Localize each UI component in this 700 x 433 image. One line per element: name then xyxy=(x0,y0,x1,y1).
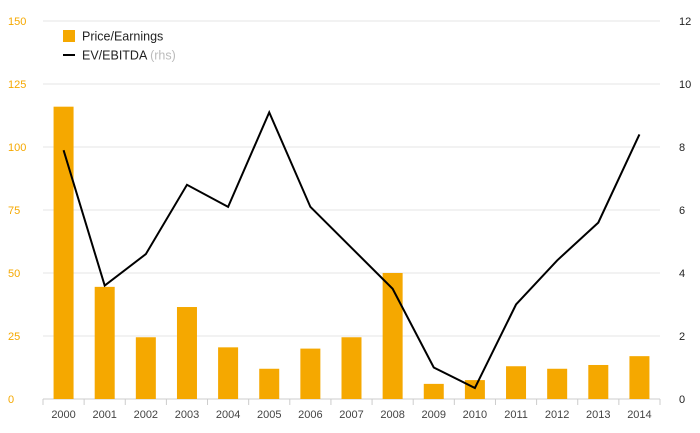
legend-label-ev-ebitda: EV/EBITDA (rhs) xyxy=(82,49,176,63)
x-tick-label: 2005 xyxy=(257,409,281,421)
bar-price-earnings-2013 xyxy=(588,364,609,399)
bar-price-earnings-2000 xyxy=(53,106,74,400)
left-tick-label: 125 xyxy=(8,79,26,91)
legend: Price/Earnings EV/EBITDA (rhs) xyxy=(63,30,176,63)
right-tick-label: 10 xyxy=(679,79,691,91)
bar-price-earnings-2007 xyxy=(341,337,362,399)
x-tick-label: 2004 xyxy=(216,409,240,421)
left-tick-label: 100 xyxy=(8,142,26,154)
bar-price-earnings-2012 xyxy=(547,368,568,399)
right-tick-label: 0 xyxy=(679,394,685,406)
bar-price-earnings-2006 xyxy=(300,348,321,399)
x-tick-label: 2010 xyxy=(463,409,487,421)
bar-price-earnings-2003 xyxy=(176,307,197,399)
right-tick-label: 6 xyxy=(679,205,685,217)
x-tick-label: 2009 xyxy=(422,409,446,421)
bar-price-earnings-2004 xyxy=(218,347,239,399)
legend-label-rhs-suffix: (rhs) xyxy=(150,49,176,63)
right-tick-label: 4 xyxy=(679,268,685,280)
bar-price-earnings-2001 xyxy=(94,286,115,399)
x-tick-label: 2013 xyxy=(586,409,610,421)
x-tick-label: 2012 xyxy=(545,409,569,421)
left-tick-label: 75 xyxy=(8,205,20,217)
left-tick-label: 50 xyxy=(8,268,20,280)
x-tick-label: 2003 xyxy=(175,409,199,421)
x-tick-label: 2014 xyxy=(627,409,651,421)
right-tick-label: 2 xyxy=(679,331,685,343)
left-tick-label: 0 xyxy=(8,394,14,406)
x-tick-label: 2011 xyxy=(504,409,528,421)
x-tick-label: 2000 xyxy=(51,409,75,421)
bar-price-earnings-2010 xyxy=(464,380,485,399)
x-tick-label: 2008 xyxy=(380,409,404,421)
legend-swatch-bar xyxy=(63,30,75,42)
x-tick-label: 2001 xyxy=(92,409,116,421)
bar-price-earnings-2009 xyxy=(423,383,444,399)
left-tick-label: 150 xyxy=(8,16,26,28)
right-tick-label: 8 xyxy=(679,142,685,154)
bar-price-earnings-2011 xyxy=(506,366,527,399)
left-tick-label: 25 xyxy=(8,331,20,343)
bar-price-earnings-2008 xyxy=(382,273,403,399)
x-tick-label: 2002 xyxy=(134,409,158,421)
right-tick-label: 12 xyxy=(679,16,691,28)
x-tick-label: 2006 xyxy=(298,409,322,421)
x-tick-label: 2007 xyxy=(339,409,363,421)
bar-price-earnings-2014 xyxy=(629,356,650,399)
legend-label-price-earnings: Price/Earnings xyxy=(82,30,163,44)
bar-price-earnings-2002 xyxy=(135,337,156,399)
bar-price-earnings-2005 xyxy=(259,368,280,399)
